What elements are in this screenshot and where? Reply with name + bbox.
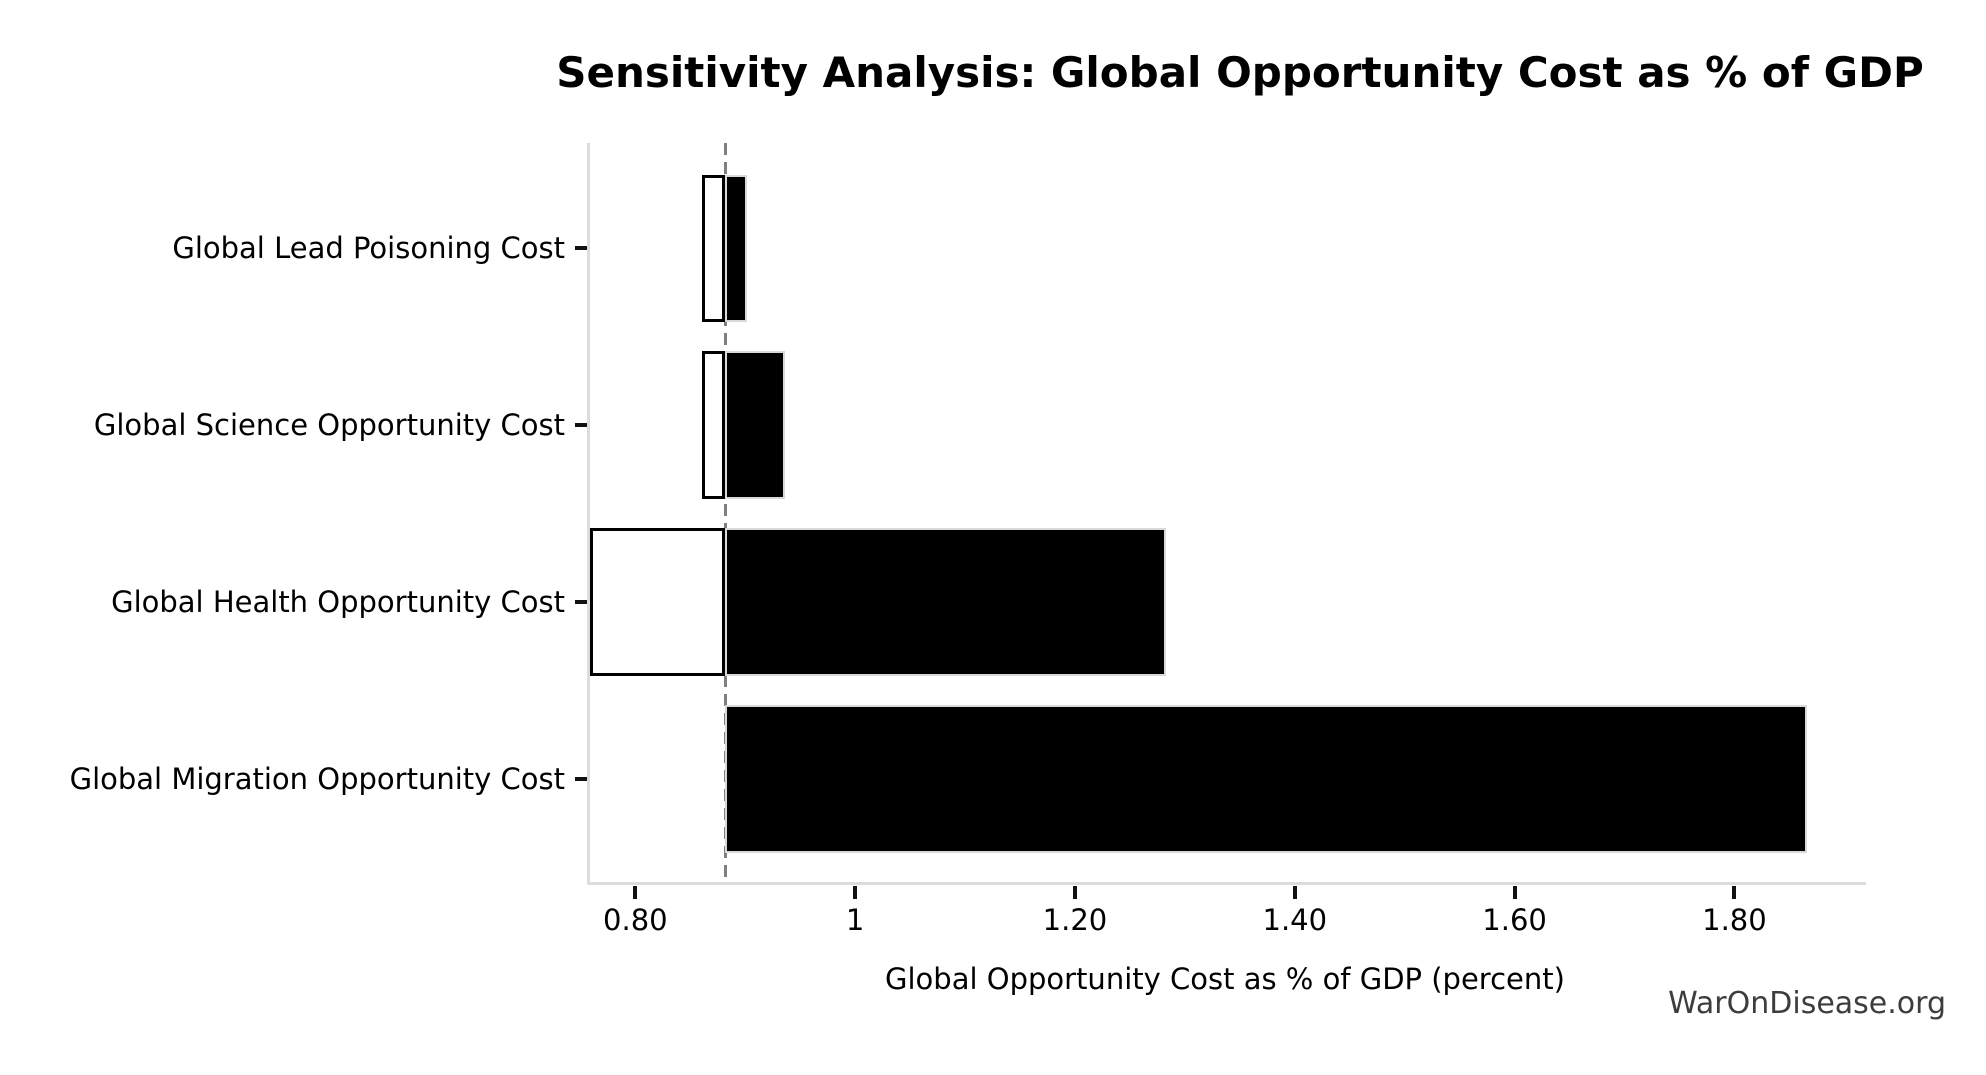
bar-segment-low: [702, 174, 726, 323]
x-axis-tick: [1292, 886, 1297, 899]
y-axis-category-label: Global Health Opportunity Cost: [111, 585, 565, 619]
x-axis-tick-label: 1: [845, 903, 865, 937]
x-axis-tick: [633, 886, 638, 899]
baseline-dashed-line: [724, 143, 728, 882]
x-axis-tick-label: 1.20: [1042, 903, 1108, 937]
bar-segment-high: [725, 174, 748, 323]
x-axis-tick: [1732, 886, 1737, 899]
x-axis-tick-label: 1.60: [1482, 903, 1547, 937]
y-axis-tick: [575, 600, 587, 604]
bar-segment-high: [725, 705, 1807, 853]
y-axis-category-label: Global Migration Opportunity Cost: [69, 761, 565, 796]
bar-segment-high: [725, 351, 785, 499]
bar-segment-low: [702, 351, 726, 499]
x-axis-tick: [1072, 886, 1077, 899]
watermark-text: WarOnDisease.org: [1668, 986, 1946, 1021]
chart-title: Sensitivity Analysis: Global Opportunity…: [556, 48, 1924, 97]
bar-segment-low: [590, 528, 726, 676]
x-axis-tick-label: 0.80: [603, 903, 668, 937]
plot-area: [587, 143, 1866, 885]
y-axis-tick: [575, 423, 587, 428]
y-axis-category-label: Global Science Opportunity Cost: [93, 408, 565, 443]
x-axis-label: Global Opportunity Cost as % of GDP (per…: [885, 962, 1565, 996]
bar-segment-high: [725, 528, 1166, 676]
x-axis-tick-label: 1.80: [1702, 903, 1767, 937]
x-axis-tick-label: 1.40: [1262, 903, 1328, 937]
x-axis-tick: [853, 886, 858, 899]
x-axis-tick: [1512, 886, 1517, 899]
y-axis-tick: [575, 776, 587, 781]
y-axis-category-label: Global Lead Poisoning Cost: [172, 231, 565, 266]
y-axis-tick: [575, 246, 587, 251]
